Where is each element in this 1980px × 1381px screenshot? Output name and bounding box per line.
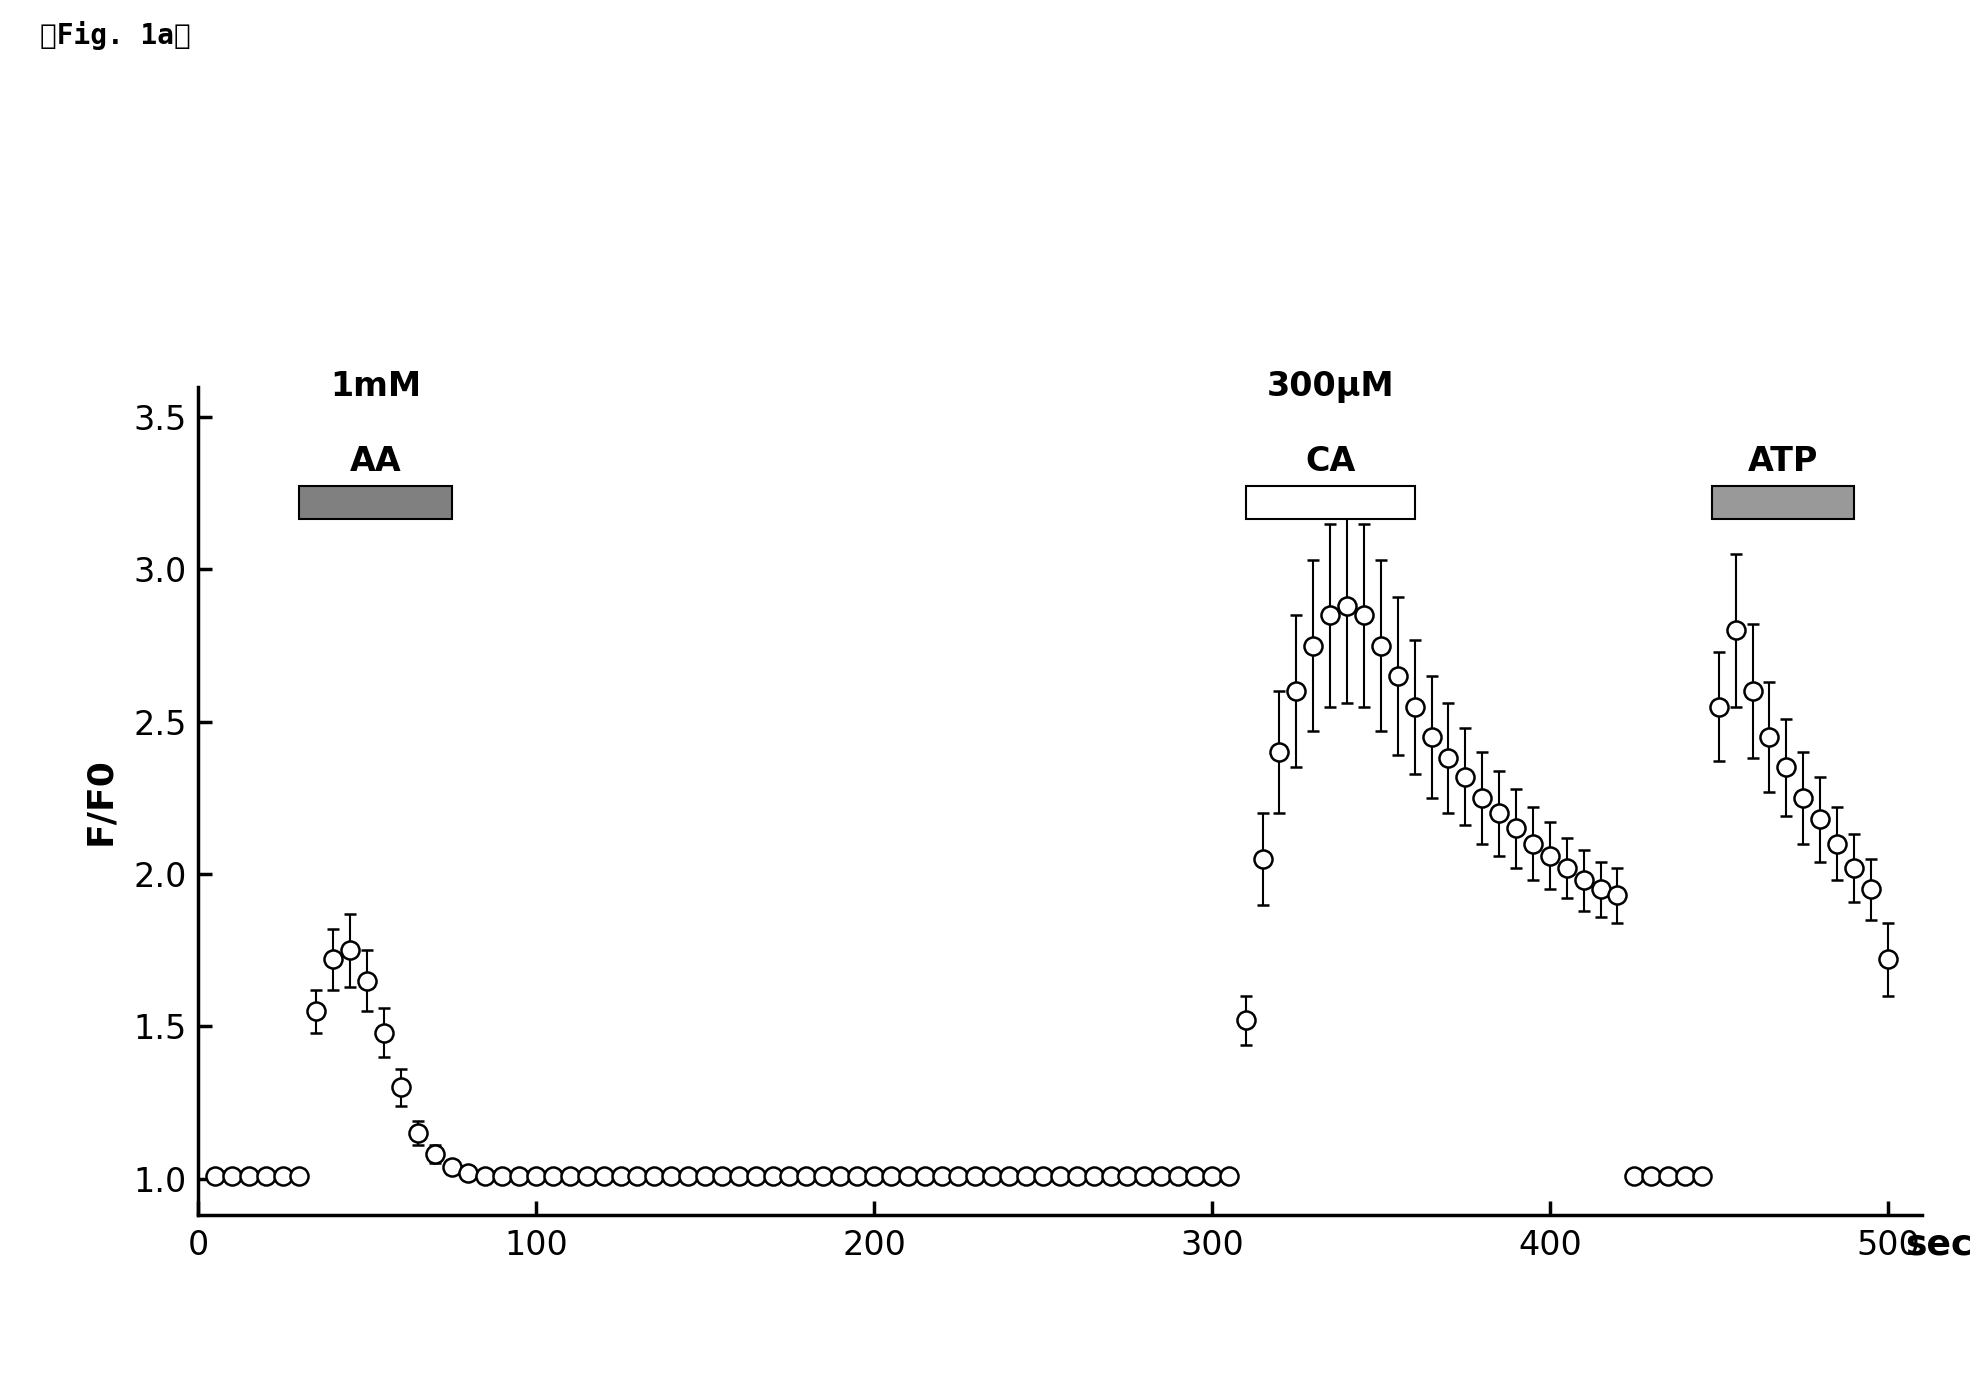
- Y-axis label: F/F0: F/F0: [83, 757, 117, 845]
- Bar: [299, 486, 451, 519]
- Text: 1mM: 1mM: [331, 370, 422, 403]
- Text: 【Fig. 1a】: 【Fig. 1a】: [40, 21, 190, 50]
- Text: AA: AA: [348, 445, 402, 478]
- Text: ATP: ATP: [1746, 445, 1818, 478]
- Text: sec: sec: [1903, 1228, 1970, 1261]
- Bar: [1711, 486, 1853, 519]
- Bar: [1245, 486, 1414, 519]
- Text: CA: CA: [1305, 445, 1354, 478]
- Text: 300μM: 300μM: [1265, 370, 1394, 403]
